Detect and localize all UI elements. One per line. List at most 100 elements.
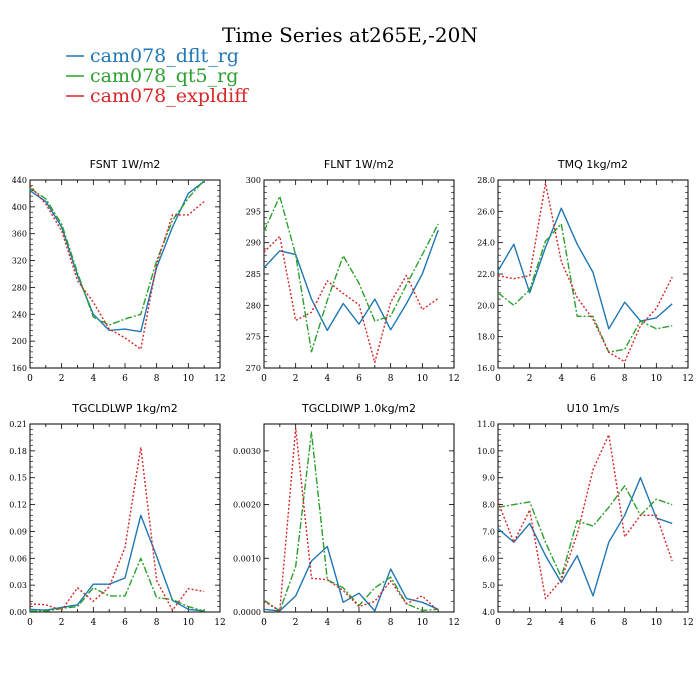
series-line <box>263 431 439 612</box>
y-tick-label: 0.21 <box>9 420 27 429</box>
series-line <box>497 434 673 600</box>
x-tick-label: 2 <box>527 618 533 628</box>
y-tick-label: 285 <box>246 270 261 279</box>
y-tick-label: 275 <box>246 333 261 342</box>
y-tick-label: 0.09 <box>9 527 27 536</box>
x-tick-label: 6 <box>122 618 128 628</box>
x-tick-label: 4 <box>324 618 330 628</box>
y-tick-label: 0.12 <box>9 501 27 510</box>
y-tick-label: 440 <box>12 176 27 185</box>
x-tick-label: 4 <box>90 374 96 384</box>
chart-panel: FSNT 1W/m2 0 2 4 6 8 10 12 160 200 240 280 320 360 400… <box>12 158 226 384</box>
y-tick-label: 5.0 <box>482 581 495 590</box>
x-tick-label: 6 <box>590 618 596 628</box>
y-tick-label: 290 <box>246 239 261 248</box>
y-tick-label: 6.0 <box>482 554 495 563</box>
x-tick-label: 12 <box>448 618 459 628</box>
panel-title: TMQ 1kg/m2 <box>557 158 628 171</box>
series-line <box>263 229 439 332</box>
panel-title: TGCLDIWP 1.0kg/m2 <box>301 402 416 415</box>
y-tick-label: 0.0020 <box>233 501 261 510</box>
x-tick-label: 10 <box>183 374 195 384</box>
x-tick-label: 2 <box>293 618 299 628</box>
y-tick-label: 360 <box>12 230 27 239</box>
x-tick-label: 2 <box>527 374 533 384</box>
plot-frame <box>263 179 455 369</box>
x-tick-label: 12 <box>682 374 693 384</box>
chart-panel: U10 1m/s 0 2 4 6 8 10 12 4.0 5.0 6.0 7.0 8.0 9.0 10.0 1… <box>477 402 694 628</box>
figure-title: Time Series at265E,-20N <box>222 23 478 47</box>
x-tick-label: 0 <box>27 618 33 628</box>
y-tick-label: 280 <box>246 301 261 310</box>
x-tick-label: 8 <box>154 374 160 384</box>
x-tick-label: 0 <box>495 618 501 628</box>
x-tick-label: 6 <box>122 374 128 384</box>
y-tick-label: 300 <box>246 176 261 185</box>
y-tick-label: 22.0 <box>477 270 495 279</box>
plot-frame <box>29 423 221 613</box>
x-tick-label: 8 <box>622 374 628 384</box>
y-tick-label: 10.0 <box>477 447 495 456</box>
x-tick-label: 8 <box>388 618 394 628</box>
x-tick-label: 4 <box>324 374 330 384</box>
x-tick-label: 4 <box>90 618 96 628</box>
series-line <box>497 223 673 353</box>
x-tick-label: 8 <box>154 618 160 628</box>
series-line <box>29 179 205 326</box>
legend: cam078_dflt_rg cam078_qt5_rg cam078_expl… <box>66 45 249 107</box>
y-tick-label: 0.15 <box>9 474 27 483</box>
legend-item: cam078_dflt_rg <box>66 45 239 67</box>
series-line <box>29 180 205 333</box>
y-tick-label: 20.0 <box>477 301 495 310</box>
x-tick-label: 0 <box>261 618 267 628</box>
y-tick-label: 200 <box>12 337 27 346</box>
x-tick-label: 6 <box>356 374 362 384</box>
panel-title: TGCLDLWP 1kg/m2 <box>71 402 177 415</box>
series-line <box>29 514 205 612</box>
legend-label: cam078_expldiff <box>90 85 249 107</box>
y-tick-label: 0.0010 <box>233 554 261 563</box>
legend-item: cam078_qt5_rg <box>66 65 238 87</box>
legend-label: cam078_qt5_rg <box>90 65 238 87</box>
panel-title: U10 1m/s <box>567 402 620 415</box>
y-tick-label: 160 <box>12 364 27 373</box>
y-tick-label: 16.0 <box>477 364 495 373</box>
x-tick-label: 10 <box>417 618 429 628</box>
y-tick-label: 0.03 <box>9 581 27 590</box>
y-tick-label: 0.18 <box>9 447 27 456</box>
y-tick-label: 400 <box>12 203 27 212</box>
y-tick-label: 7.0 <box>482 527 495 536</box>
panel-title: FLNT 1W/m2 <box>324 158 394 171</box>
y-tick-label: 240 <box>12 310 27 319</box>
plot-frame <box>497 423 689 613</box>
x-tick-label: 0 <box>27 374 33 384</box>
x-tick-label: 12 <box>448 374 459 384</box>
series-line <box>263 545 439 612</box>
x-tick-label: 6 <box>590 374 596 384</box>
plot-frame <box>29 179 221 369</box>
x-tick-label: 4 <box>558 618 564 628</box>
y-tick-label: 0.0000 <box>233 608 261 617</box>
x-tick-label: 12 <box>214 374 225 384</box>
x-tick-label: 10 <box>651 374 663 384</box>
series-line <box>29 184 205 350</box>
series-line <box>497 207 673 330</box>
y-tick-label: 295 <box>246 207 261 216</box>
legend-label: cam078_dflt_rg <box>90 45 239 67</box>
y-tick-label: 0.0030 <box>233 447 261 456</box>
y-tick-label: 8.0 <box>482 501 495 510</box>
y-tick-label: 9.0 <box>482 474 495 483</box>
x-tick-label: 6 <box>356 618 362 628</box>
y-tick-label: 24.0 <box>477 239 495 248</box>
plot-frame <box>263 423 455 613</box>
y-tick-label: 0.00 <box>9 608 27 617</box>
series-line <box>29 446 205 611</box>
series-line <box>497 477 673 597</box>
x-tick-label: 10 <box>183 618 195 628</box>
y-tick-label: 4.0 <box>482 608 495 617</box>
chart-panel: FLNT 1W/m2 0 2 4 6 8 10 12 270 275 280 285 290 295 300 <box>246 158 460 384</box>
x-tick-label: 2 <box>293 374 299 384</box>
chart-panel: TGCLDIWP 1.0kg/m2 0 2 4 6 8 10 12 0.0000 0.0010 0.… <box>233 402 460 628</box>
y-tick-label: 320 <box>12 257 27 266</box>
